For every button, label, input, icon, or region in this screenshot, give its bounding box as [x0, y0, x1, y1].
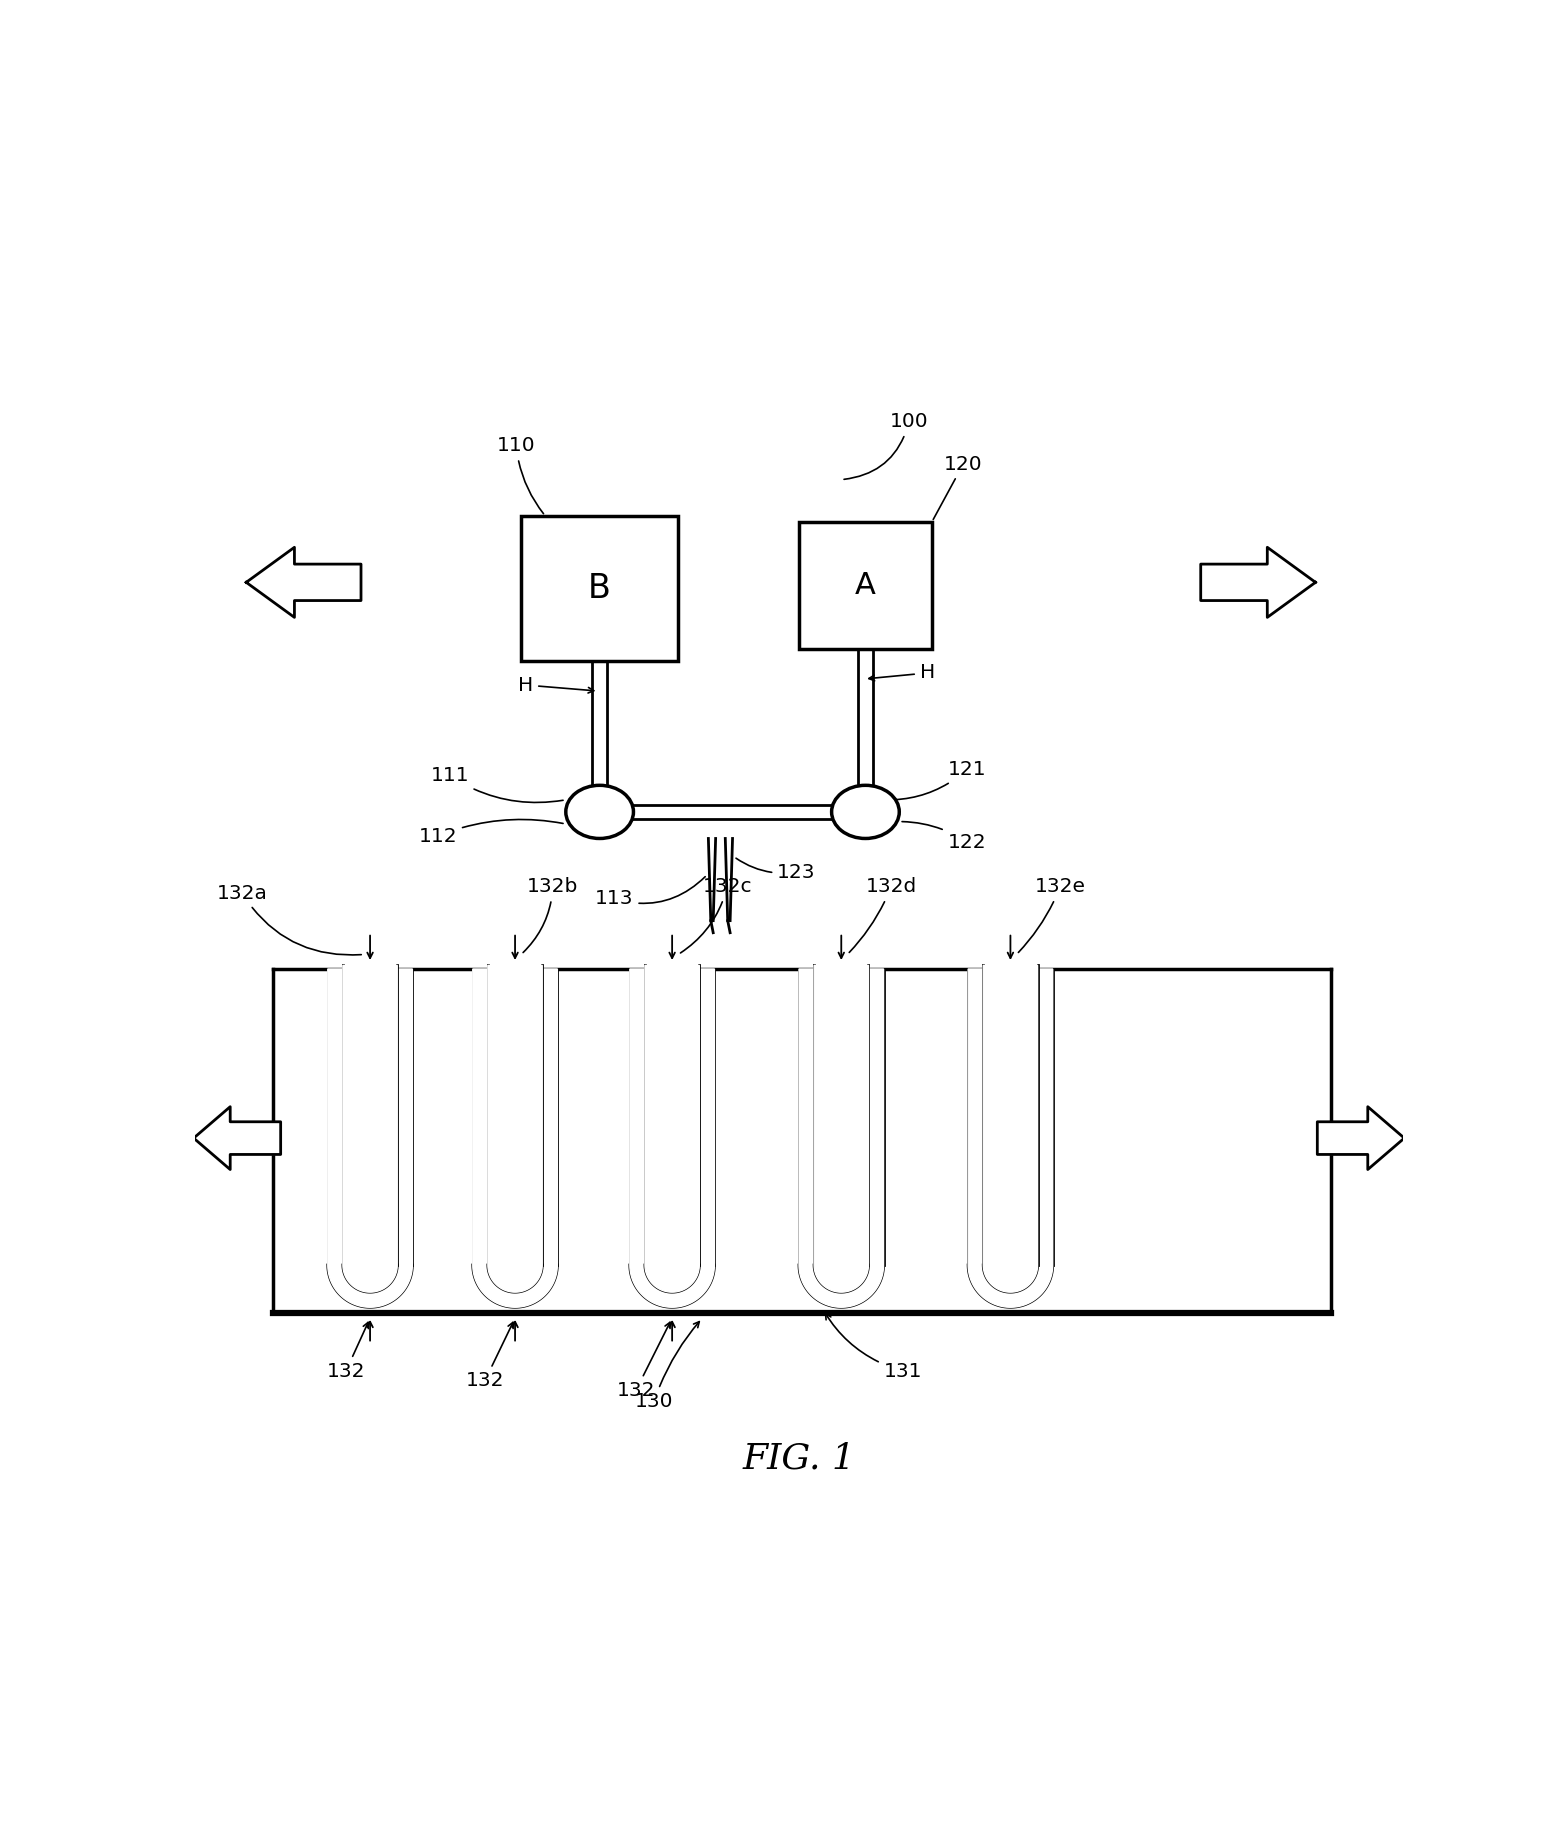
Polygon shape — [1317, 1107, 1405, 1169]
Text: 112: 112 — [418, 820, 563, 846]
Text: 110: 110 — [497, 437, 544, 514]
Polygon shape — [968, 969, 1052, 1307]
Text: 122: 122 — [903, 822, 987, 851]
Text: 132e: 132e — [1018, 877, 1085, 952]
Polygon shape — [798, 969, 884, 1307]
Text: 132b: 132b — [524, 877, 578, 952]
Polygon shape — [814, 965, 868, 1292]
Text: 132: 132 — [466, 1323, 513, 1391]
Text: 131: 131 — [826, 1314, 921, 1380]
Text: 132: 132 — [327, 1323, 368, 1380]
Text: A: A — [854, 571, 876, 600]
Polygon shape — [193, 1107, 281, 1169]
Polygon shape — [630, 969, 714, 1307]
Text: 132c: 132c — [680, 877, 751, 952]
Text: 130: 130 — [635, 1321, 700, 1411]
Text: FIG. 1: FIG. 1 — [742, 1440, 856, 1475]
Text: 121: 121 — [886, 760, 987, 800]
Ellipse shape — [831, 785, 900, 839]
Polygon shape — [645, 965, 700, 1292]
Text: 132: 132 — [617, 1323, 670, 1400]
Text: 100: 100 — [843, 413, 928, 479]
Polygon shape — [327, 969, 412, 1307]
Text: H: H — [868, 664, 935, 683]
Text: 123: 123 — [736, 859, 815, 883]
Text: 120: 120 — [934, 455, 982, 519]
Polygon shape — [246, 547, 362, 617]
Text: 113: 113 — [596, 877, 705, 908]
Ellipse shape — [566, 785, 633, 839]
Polygon shape — [984, 965, 1038, 1292]
Polygon shape — [472, 969, 558, 1307]
Text: 132a: 132a — [217, 883, 362, 954]
Text: 111: 111 — [430, 767, 563, 802]
Bar — [521, 516, 678, 661]
Text: B: B — [588, 573, 611, 606]
Bar — [798, 521, 932, 650]
Polygon shape — [1200, 547, 1316, 617]
Polygon shape — [343, 965, 398, 1292]
Text: H: H — [518, 675, 594, 694]
Text: 132d: 132d — [850, 877, 917, 952]
Polygon shape — [488, 965, 543, 1292]
